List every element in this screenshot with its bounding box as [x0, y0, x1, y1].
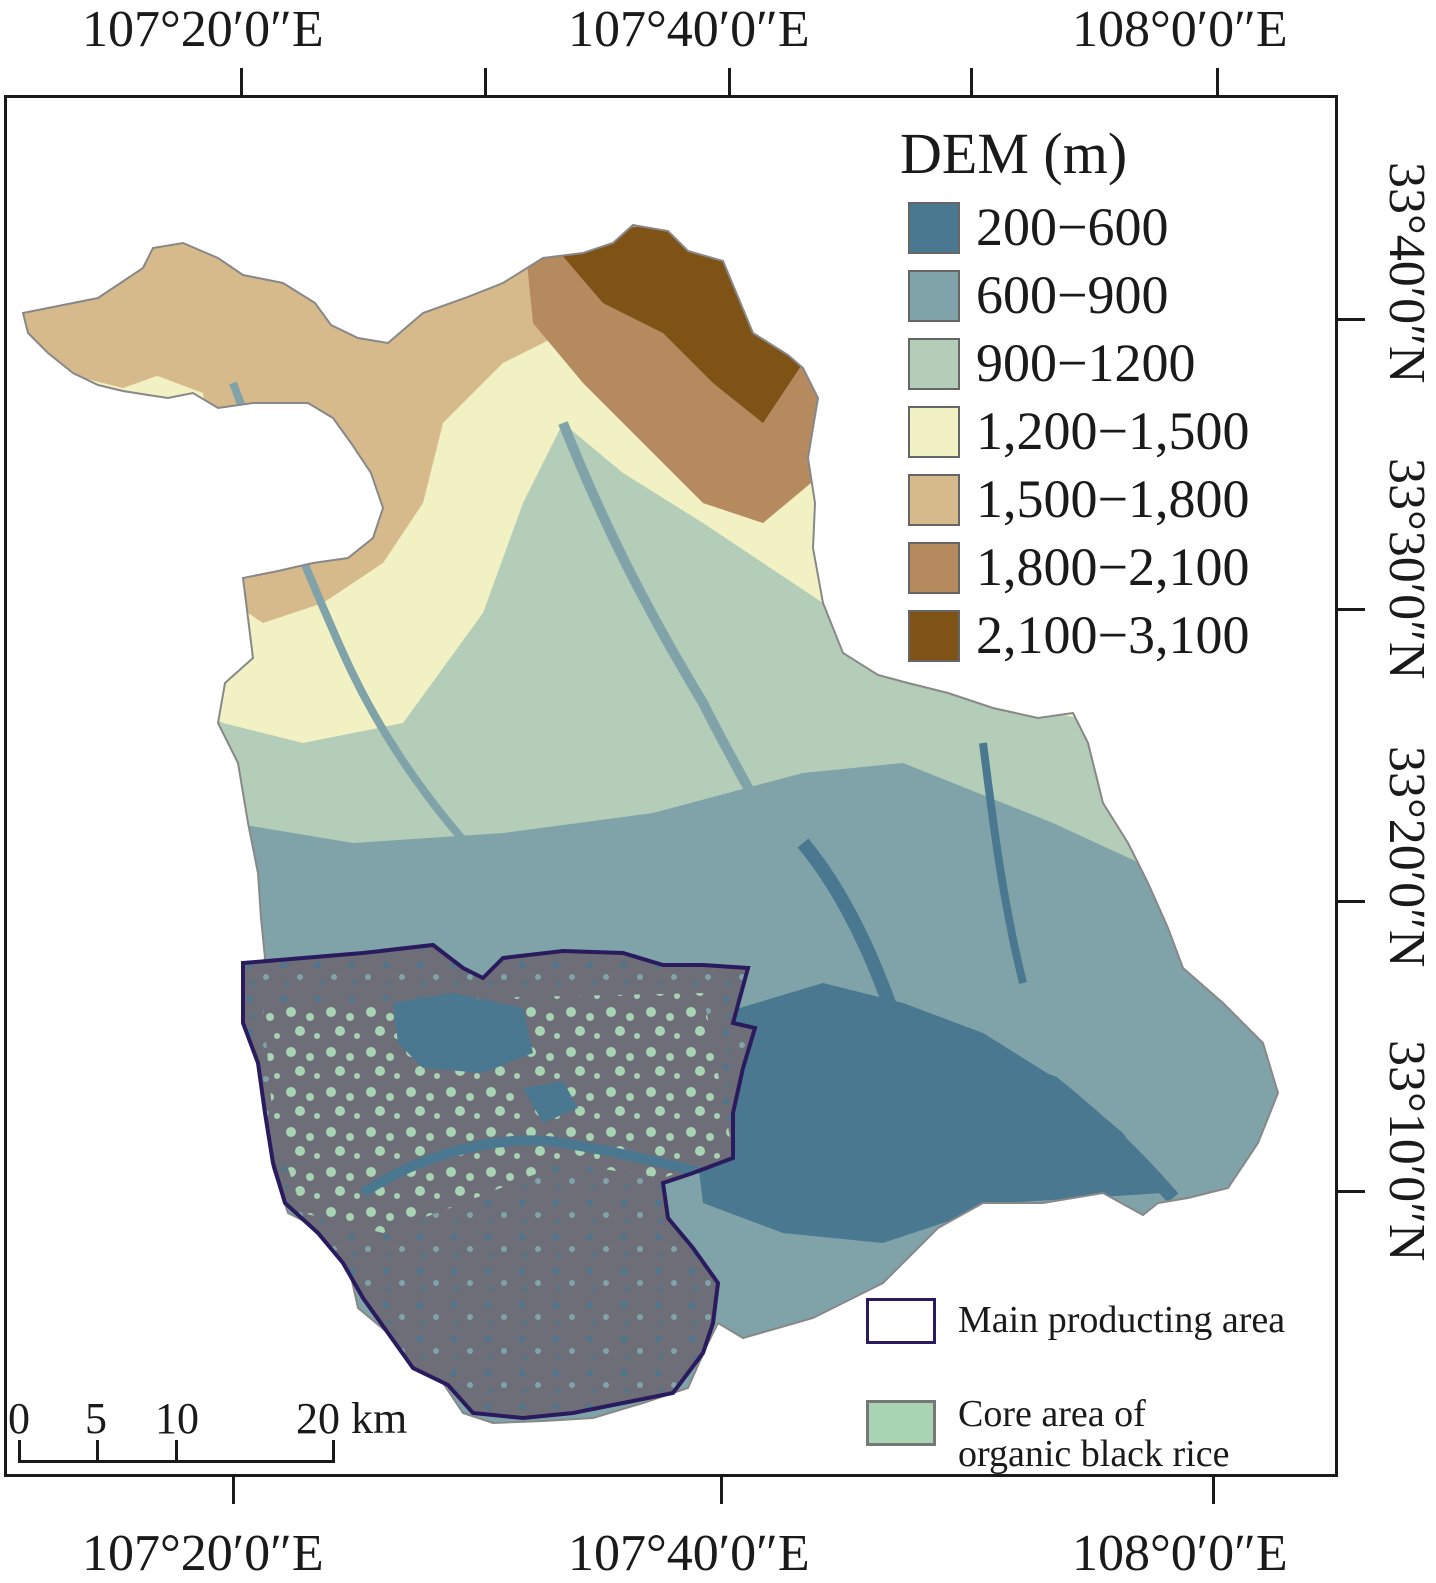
right-tick-4: [1337, 1190, 1365, 1193]
legend-label-6: 1,800−2,100: [976, 537, 1250, 597]
scale-tick-label-0: 0: [8, 1394, 30, 1443]
scale-bar-tick-10: [175, 1440, 178, 1462]
top-lon-label-2: 107°40′0″E: [568, 1, 810, 58]
legend-swatch-7: [908, 610, 960, 662]
reservoir-2: [523, 1081, 578, 1123]
legend-swatch-1: [908, 202, 960, 254]
producing-river: [360, 1135, 705, 1198]
producing-south: [423, 1263, 703, 1403]
legend-label-2: 600−900: [976, 265, 1169, 325]
river-north: [558, 421, 808, 905]
legend-core-label: Core area of organic black rice: [958, 1393, 1230, 1475]
scale-tick-label-5: 5: [85, 1394, 107, 1443]
bottom-lon-label-2: 107°40′0″E: [568, 1525, 810, 1582]
legend-swatch-4: [908, 406, 960, 458]
right-lat-label-4: 33°10′0″N: [1378, 1040, 1435, 1262]
producing-area-outline: [241, 942, 758, 1421]
basin-outline: [21, 223, 1280, 1425]
river-east: [979, 742, 1027, 984]
scale-tick-label-20: 20 km: [296, 1394, 408, 1443]
top-lon-label-1: 107°20′0″E: [82, 1, 324, 58]
legend-label-1: 200−600: [976, 197, 1169, 257]
legend-label-5: 1,500−1,800: [976, 469, 1250, 529]
right-tick-3: [1337, 900, 1365, 903]
top-tick-1: [240, 68, 243, 96]
scale-bar-tick-20: [332, 1440, 335, 1462]
legend-title: DEM (m): [900, 121, 1128, 186]
legend-swatch-3: [908, 338, 960, 390]
top-lon-label-3: 108°0′0″E: [1072, 1, 1288, 58]
bottom-tick-3: [1212, 1476, 1215, 1504]
right-tick-1: [1337, 318, 1365, 321]
top-tick-4: [970, 68, 973, 96]
scale-bar-tick-5: [96, 1440, 99, 1462]
right-lat-label-3: 33°20′0″N: [1378, 746, 1435, 968]
bottom-lon-label-3: 108°0′0″E: [1072, 1525, 1288, 1582]
right-lat-label-2: 33°30′0″N: [1378, 458, 1435, 680]
top-tick-2: [484, 68, 487, 96]
legend-producing-label: Main producting area: [958, 1299, 1286, 1341]
legend-swatch-5: [908, 474, 960, 526]
map-frame: [4, 95, 1338, 1477]
bottom-lon-label-1: 107°20′0″E: [82, 1525, 324, 1582]
dem-map: [21, 223, 1280, 1425]
reservoir-1: [393, 993, 533, 1073]
scale-bar-tick-0: [18, 1440, 21, 1462]
legend-label-7: 2,100−3,100: [976, 605, 1250, 665]
legend-swatch-2: [908, 270, 960, 322]
core-area: [263, 993, 733, 1233]
top-tick-3: [728, 68, 731, 96]
legend-core-swatch: [866, 1400, 936, 1446]
legend-producing-swatch: [866, 1298, 936, 1344]
scale-tick-label-10: 10: [155, 1394, 199, 1443]
right-lat-label-1: 33°40′0″N: [1378, 162, 1435, 384]
band-1500-1800-west: [23, 248, 203, 388]
legend-swatch-6: [908, 542, 960, 594]
band-200-600-valley: [693, 983, 1163, 1243]
bottom-tick-2: [720, 1476, 723, 1504]
bottom-tick-1: [232, 1476, 235, 1504]
river-main: [797, 838, 1179, 1203]
top-tick-5: [1216, 68, 1219, 96]
legend-label-3: 900−1200: [976, 333, 1196, 393]
right-tick-2: [1337, 608, 1365, 611]
legend-label-4: 1,200−1,500: [976, 401, 1250, 461]
